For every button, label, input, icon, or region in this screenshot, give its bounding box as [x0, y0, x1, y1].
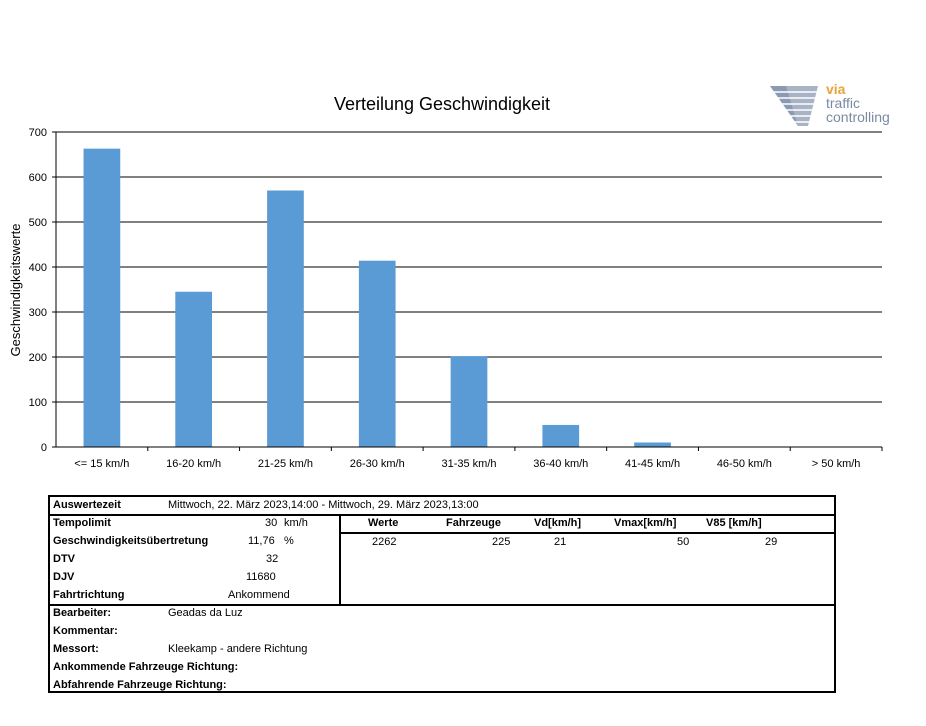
tempolimit-unit: km/h: [284, 517, 308, 529]
header-divider: [339, 532, 834, 534]
y-tick-label: 100: [29, 397, 47, 409]
logo-line1: traffic: [826, 95, 860, 111]
y-tick-label: 0: [41, 442, 47, 454]
x-tick-label: 46-50 km/h: [717, 458, 772, 470]
uebertretung-label: Geschwindigkeitsübertretung: [53, 535, 209, 547]
divider: [50, 514, 834, 516]
logo-line2: controlling: [826, 109, 890, 125]
logo-mark-icon: [768, 86, 824, 126]
value-werte: 2262: [372, 536, 397, 548]
bar: [175, 291, 213, 447]
x-tick-label: 26-30 km/h: [350, 458, 405, 470]
y-tick-label: 400: [29, 262, 47, 274]
header-werte: Werte: [368, 517, 399, 529]
speed-distribution-chart: Verteilung Geschwindigkeit Geschwindigke…: [8, 94, 883, 470]
messort-label: Messort:: [53, 643, 99, 655]
uebertretung-unit: %: [284, 535, 294, 547]
value-vd: 21: [554, 536, 567, 548]
x-tick-label: 36-40 km/h: [533, 458, 588, 470]
bar: [542, 424, 580, 447]
y-tick-label: 600: [29, 172, 47, 184]
logo-via: via: [826, 81, 846, 97]
value-v85: 29: [765, 536, 778, 548]
bearbeiter-label: Bearbeiter:: [53, 607, 112, 619]
bearbeiter-value: Geadas da Luz: [168, 607, 243, 619]
kommentar-label: Kommentar:: [53, 625, 118, 637]
tempolimit-value: 30: [265, 517, 278, 529]
uebertretung-value: 11,76: [248, 535, 275, 547]
header-v85: V85 [km/h]: [706, 517, 762, 529]
via-logo: [768, 86, 824, 126]
bar: [83, 148, 121, 447]
y-tick-label: 200: [29, 352, 47, 364]
y-tick-label: 500: [29, 217, 47, 229]
fahrtrichtung-value: Ankommend: [228, 589, 290, 601]
info-table: Auswertezeit Mittwoch, 22. März 2023,14:…: [48, 495, 836, 693]
fahrtrichtung-label: Fahrtrichtung: [53, 589, 125, 601]
dtv-label: DTV: [53, 553, 75, 565]
x-tick-label: 31-35 km/h: [441, 458, 496, 470]
y-tick-label: 300: [29, 307, 47, 319]
ankommend-label: Ankommende Fahrzeuge Richtung:: [53, 661, 239, 673]
column-divider: [339, 514, 341, 604]
logo-text: via traffic controlling: [826, 82, 890, 124]
x-tick-label: 21-25 km/h: [258, 458, 313, 470]
djv-value: 11680: [246, 571, 276, 583]
value-vmax: 50: [677, 536, 690, 548]
messort-value: Kleekamp - andere Richtung: [168, 643, 308, 655]
bar: [267, 190, 304, 447]
value-fahrzeuge: 225: [492, 536, 511, 548]
bars: [83, 148, 671, 447]
chart-title: Verteilung Geschwindigkeit: [334, 94, 550, 114]
tempolimit-label: Tempolimit: [53, 517, 111, 529]
abfahrend-label: Abfahrende Fahrzeuge Richtung:: [53, 679, 227, 691]
x-tick-label: 16-20 km/h: [166, 458, 221, 470]
auswertezeit-value: Mittwoch, 22. März 2023,14:00 - Mittwoch…: [168, 499, 479, 511]
bar: [634, 442, 671, 447]
divider: [50, 604, 834, 606]
header-vd: Vd[km/h]: [534, 517, 582, 529]
x-tick-label: <= 15 km/h: [74, 458, 129, 470]
x-tick-label: > 50 km/h: [812, 458, 861, 470]
header-vmax: Vmax[km/h]: [614, 517, 677, 529]
dtv-value: 32: [266, 553, 279, 565]
x-tick-label: 41-45 km/h: [625, 458, 680, 470]
axes: 0 100 200 300 400 500 600 700 <= 15 km/h 16-20 km…: [29, 127, 883, 470]
auswertezeit-label: Auswertezeit: [53, 499, 121, 511]
bar: [450, 356, 488, 447]
bar: [358, 260, 396, 447]
header-fahrzeuge: Fahrzeuge: [446, 517, 502, 529]
djv-label: DJV: [53, 571, 75, 583]
y-axis-label: Geschwindigkeitswerte: [8, 224, 23, 357]
y-tick-label: 700: [29, 127, 47, 139]
